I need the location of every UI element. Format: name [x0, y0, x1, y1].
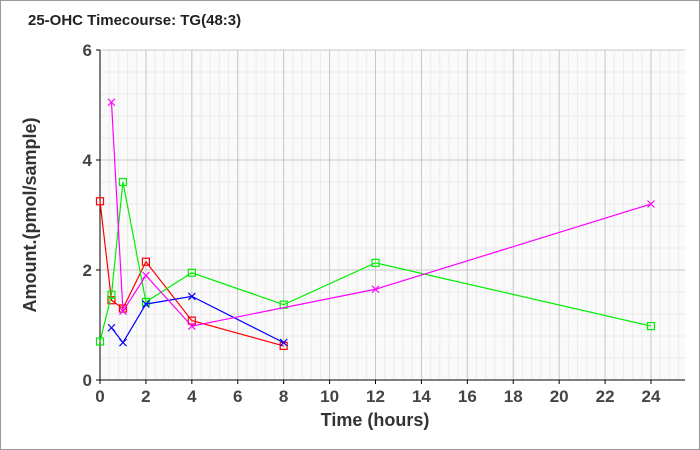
data-point	[187, 268, 196, 277]
data-point	[107, 290, 116, 299]
data-point	[95, 197, 105, 206]
x-axis-label: Time (hours)	[321, 410, 430, 430]
data-point	[141, 271, 150, 280]
series-2	[107, 292, 288, 347]
data-point	[647, 200, 655, 208]
data-point	[646, 322, 656, 331]
data-point	[119, 338, 127, 347]
x-tick-label: 22	[596, 387, 615, 406]
data-point	[107, 323, 116, 332]
data-point	[279, 338, 288, 347]
series-1	[95, 177, 656, 346]
x-tick-label: 12	[366, 387, 385, 406]
x-tick-label: 8	[279, 387, 288, 406]
data-point	[107, 98, 116, 107]
x-tick-label: 16	[458, 387, 477, 406]
data-point	[141, 297, 151, 306]
x-tick-label: 14	[412, 387, 431, 406]
x-tick-label: 6	[233, 387, 242, 406]
data-point	[187, 316, 196, 325]
data-point	[187, 322, 196, 331]
chart-title: 25-OHC Timecourse: TG(48:3)	[28, 12, 242, 29]
series-line	[99, 201, 284, 347]
data-point	[187, 292, 196, 301]
plot-area	[100, 50, 685, 380]
y-tick-label: 4	[83, 151, 93, 170]
data-point	[371, 285, 380, 294]
data-point	[119, 307, 127, 316]
x-tick-label: 4	[187, 387, 197, 406]
data-point	[95, 337, 105, 346]
x-tick-label: 10	[320, 387, 339, 406]
series-3	[107, 98, 655, 331]
series-line	[110, 102, 652, 327]
x-tick-label: 24	[642, 387, 661, 406]
x-tick-label: 18	[504, 387, 523, 406]
x-tick-label: 20	[550, 387, 569, 406]
x-tick-label: 2	[141, 387, 150, 406]
data-point	[141, 300, 150, 309]
y-tick-label: 6	[83, 41, 92, 60]
y-tick-label: 2	[83, 261, 92, 280]
data-point	[371, 258, 380, 267]
y-axis-label: Amount.(pmol/sample)	[20, 117, 40, 312]
y-tick-label: 0	[83, 371, 92, 390]
series-line	[99, 181, 652, 342]
data-point	[118, 177, 128, 187]
x-tick-label: 0	[95, 387, 104, 406]
data-point	[141, 257, 151, 266]
